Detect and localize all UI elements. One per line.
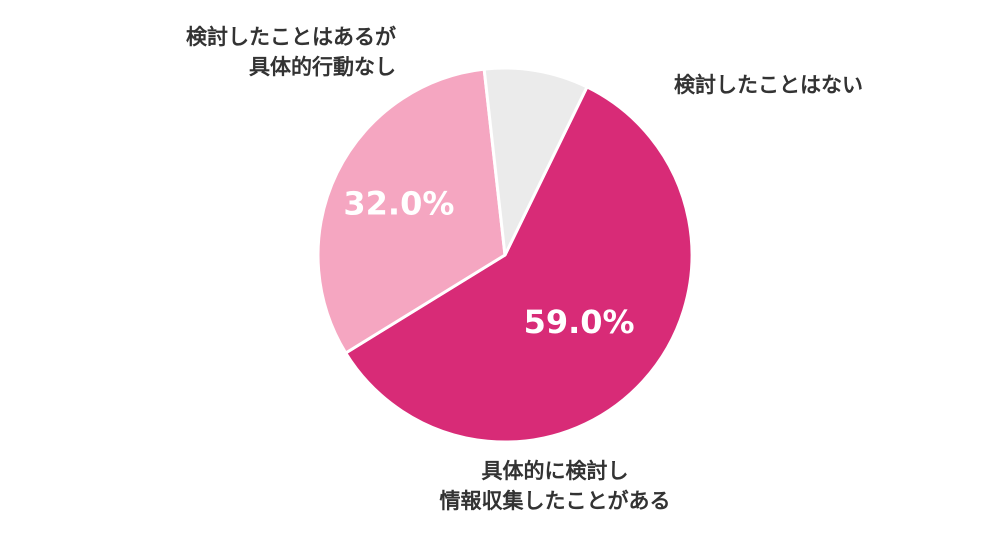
slice-label-line: 情報収集したことがある [439,489,671,513]
pie-slices [316,66,694,444]
pie-slice-considered-no-action [316,67,507,355]
slice-label-line: 具体的行動なし [249,55,396,79]
slice-label-never-considered: 検討したことはない [674,70,863,100]
slice-label-line: 検討したことはあるが [186,25,396,49]
pie-value-labels: 59.0% 32.0% [343,184,634,341]
slice-label-line: 検討したことはない [674,73,863,97]
pie-value-label: 32.0% [343,184,454,222]
slice-label-line: 具体的に検討し [481,459,629,483]
pie-slice-gathered-info [344,85,694,444]
pie-value-label: 59.0% [524,303,635,341]
slice-label-considered-no-action: 検討したことはあるが 具体的行動なし [186,22,396,82]
pie-slice-never-considered [482,66,589,257]
slice-label-gathered-info: 具体的に検討し 情報収集したことがある [405,456,705,516]
